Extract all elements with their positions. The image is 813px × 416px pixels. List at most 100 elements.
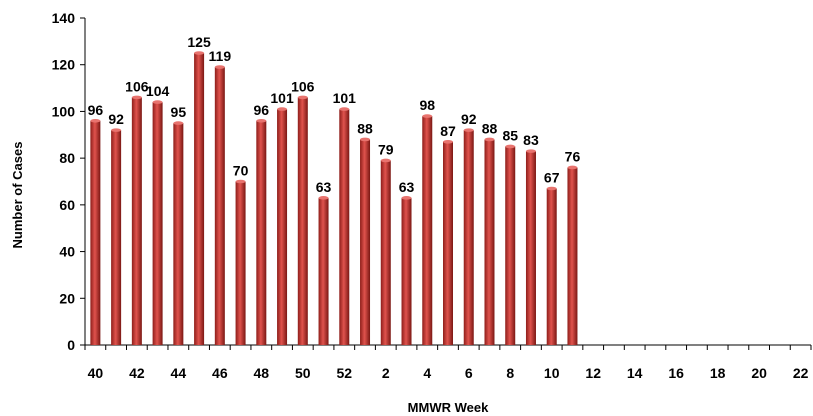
data-label: 67	[544, 170, 560, 186]
bar-cap	[546, 186, 557, 191]
data-label: 106	[291, 78, 315, 94]
bar	[401, 197, 412, 345]
bar-cap	[360, 137, 371, 142]
bar	[422, 116, 433, 345]
bar-cap	[463, 128, 474, 132]
data-label: 63	[316, 179, 332, 195]
bar	[235, 181, 246, 345]
bar	[505, 146, 516, 345]
y-tick-label: 120	[52, 57, 76, 73]
data-labels: 9692106104951251197096101106631018879639…	[88, 34, 581, 195]
bar	[90, 120, 101, 346]
bar	[567, 167, 578, 345]
bar-cap	[256, 118, 267, 123]
bar-cap	[567, 165, 578, 170]
y-axis: 0 20 40 60 80 100 120 140	[52, 10, 86, 353]
bar	[318, 197, 329, 345]
x-tick-label: 2	[382, 365, 390, 381]
data-label: 95	[171, 104, 187, 120]
x-tick-label: 12	[585, 365, 601, 381]
x-tick-label: 18	[710, 365, 726, 381]
y-tick-label: 140	[52, 10, 76, 26]
y-axis-title: Number of Cases	[10, 142, 25, 249]
bar-cap	[380, 158, 391, 163]
bar	[131, 97, 142, 346]
bar	[111, 130, 122, 345]
bar	[360, 139, 371, 345]
data-label: 104	[146, 83, 170, 99]
data-label: 88	[482, 120, 498, 136]
x-tick-label: 4	[423, 365, 431, 381]
x-axis: 40 42 44 46 48 50 52 2 4 6 8 10 12 14 16 18 20 22	[84, 344, 812, 381]
x-tick-label: 10	[544, 365, 560, 381]
x-tick-label: 46	[212, 365, 228, 381]
data-label: 85	[502, 127, 518, 143]
bar	[546, 188, 557, 345]
x-tick-label: 8	[506, 365, 514, 381]
bar	[214, 67, 225, 346]
y-tick-label: 20	[59, 290, 75, 306]
bar-cap	[401, 196, 412, 200]
data-label: 88	[357, 120, 373, 136]
data-label: 63	[399, 179, 415, 195]
bar	[463, 130, 474, 345]
bar	[443, 141, 453, 345]
data-label: 98	[419, 97, 435, 113]
bar-cap	[422, 114, 433, 118]
bar-cap	[277, 107, 288, 111]
x-tick-label: 16	[668, 365, 684, 381]
bar-cap	[90, 118, 101, 123]
bar-cap	[297, 95, 308, 100]
x-axis-title: MMWR Week	[408, 400, 489, 415]
bar-cap	[131, 95, 142, 100]
x-tick-label: 40	[88, 365, 104, 381]
data-label: 87	[440, 123, 456, 139]
bar-cap	[505, 144, 516, 149]
bar-cap	[339, 107, 350, 111]
bar	[525, 151, 536, 345]
bar	[339, 109, 350, 345]
bar-cap	[111, 128, 122, 132]
bar	[194, 53, 205, 346]
data-label: 70	[233, 163, 249, 179]
data-label: 92	[461, 111, 477, 127]
data-label: 96	[88, 102, 104, 118]
bar-cap	[525, 149, 536, 153]
data-label: 101	[270, 90, 294, 106]
bar	[277, 109, 288, 345]
bar	[380, 160, 391, 345]
data-label: 92	[108, 111, 124, 127]
x-tick-label: 6	[465, 365, 473, 381]
data-label: 106	[125, 78, 149, 94]
bar-cap	[443, 139, 453, 144]
y-tick-label: 80	[59, 150, 75, 166]
y-tick-label: 100	[52, 103, 76, 119]
data-label: 79	[378, 141, 394, 157]
data-label: 119	[209, 48, 232, 64]
bar-cap	[484, 137, 495, 142]
bar	[484, 139, 495, 345]
bar-cap	[318, 196, 329, 200]
bar-cap	[214, 65, 225, 69]
x-tick-label: 48	[254, 365, 270, 381]
x-tick-label: 52	[336, 365, 352, 381]
bar-cap	[152, 100, 163, 104]
data-label: 101	[333, 90, 357, 106]
y-tick-label: 40	[59, 244, 75, 260]
y-tick-label: 60	[59, 197, 75, 213]
x-tick-label: 14	[627, 365, 643, 381]
data-label: 96	[254, 102, 270, 118]
bar	[152, 102, 163, 345]
data-label: 125	[187, 34, 211, 50]
data-label: 83	[523, 132, 539, 148]
bar	[297, 97, 308, 346]
bars	[90, 51, 578, 346]
x-tick-label: 44	[171, 365, 187, 381]
x-tick-label: 50	[295, 365, 311, 381]
x-tick-label: 20	[751, 365, 767, 381]
bar-cap	[173, 121, 184, 125]
bar	[173, 123, 184, 345]
bar-cap	[194, 51, 205, 55]
bar	[256, 120, 267, 346]
